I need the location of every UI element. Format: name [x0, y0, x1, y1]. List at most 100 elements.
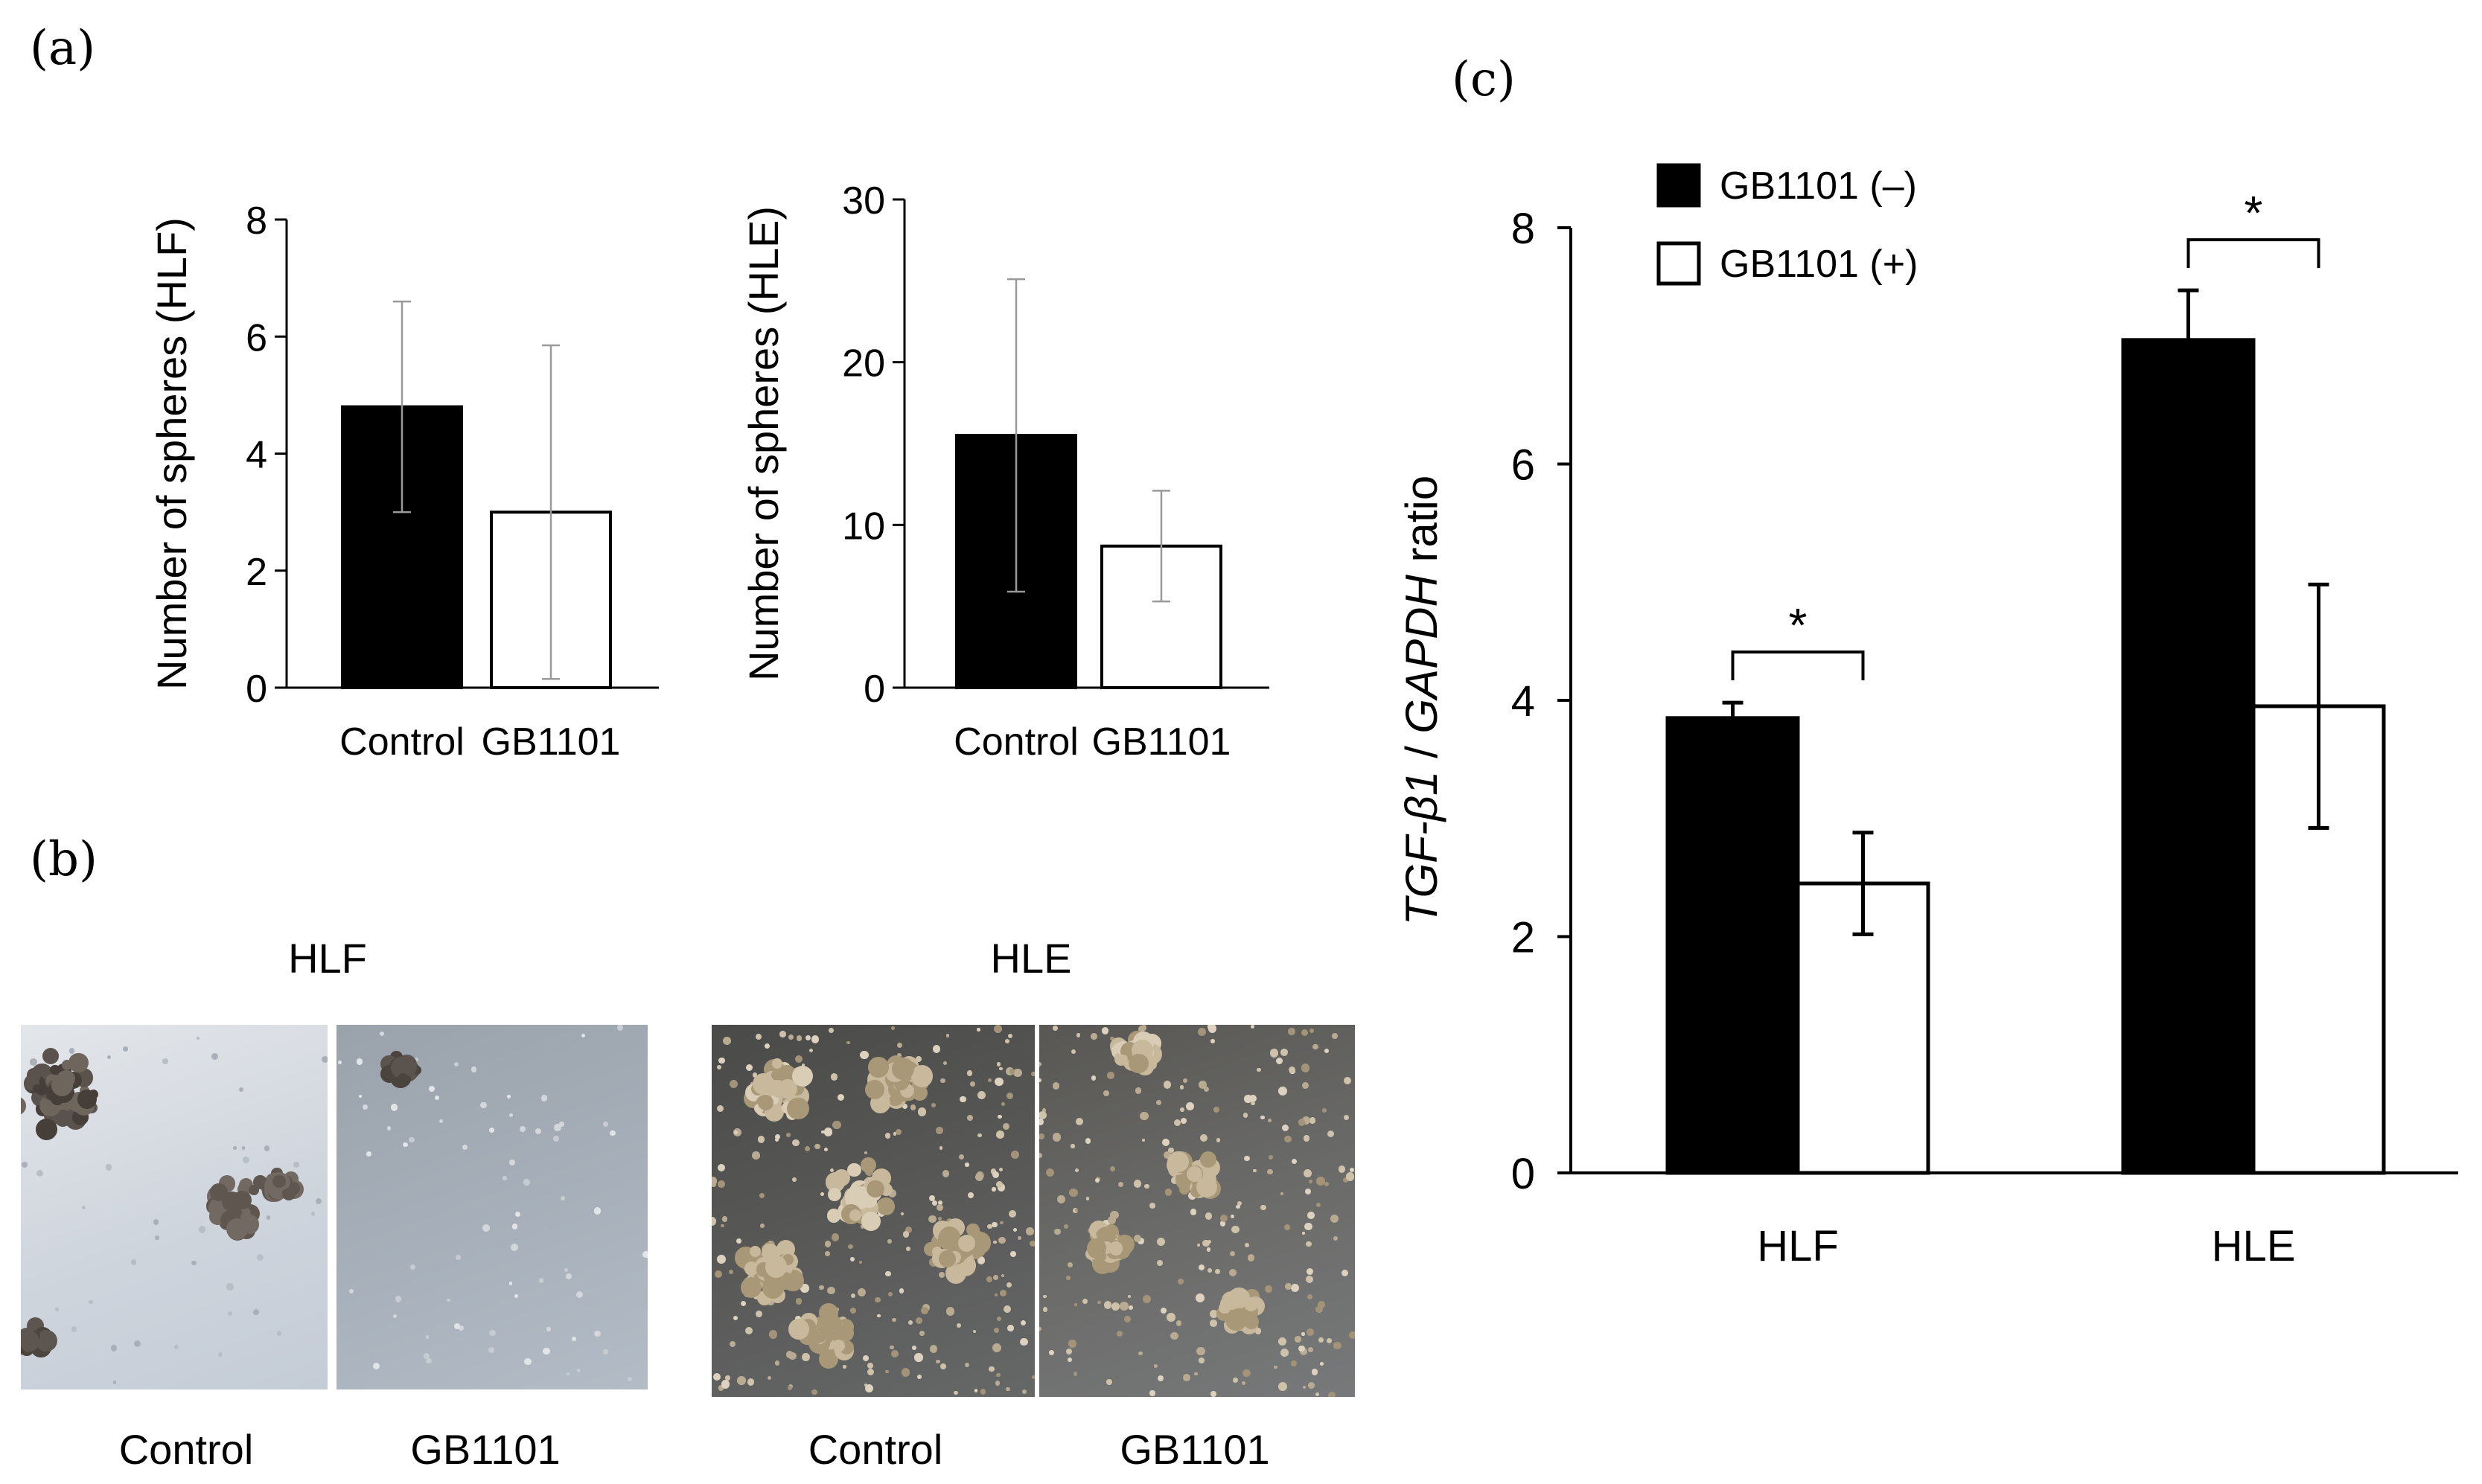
cell-speck	[1142, 1138, 1146, 1142]
cell-speck	[718, 1164, 726, 1172]
cell-speck	[938, 1250, 956, 1267]
cell-speck	[771, 1069, 783, 1081]
cell-speck	[1057, 1195, 1065, 1204]
cell-speck	[942, 1170, 950, 1177]
cell-speck	[1308, 1179, 1312, 1183]
cell-speck	[996, 1130, 1004, 1139]
cell-speck	[363, 1104, 368, 1110]
cell-speck	[1283, 1224, 1290, 1231]
cell-speck	[745, 1064, 753, 1071]
cell-speck	[967, 1115, 974, 1122]
cell-speck	[524, 1357, 532, 1365]
cell-speck	[1308, 1347, 1314, 1353]
cell-speck	[1052, 1082, 1060, 1090]
cell-speck	[861, 1157, 877, 1173]
cell-speck	[392, 1314, 397, 1319]
cell-speck	[1304, 1188, 1311, 1194]
cell-speck	[902, 1231, 910, 1238]
cell-speck	[1135, 1087, 1142, 1094]
cell-speck	[1302, 1081, 1309, 1089]
cell-speck	[1309, 1028, 1315, 1033]
cell-speck	[718, 1180, 725, 1188]
cell-speck	[1250, 1025, 1255, 1029]
cell-speck	[1053, 1026, 1058, 1031]
cell-speck	[998, 1236, 1006, 1244]
cell-speck	[910, 1065, 934, 1088]
cell-speck	[936, 1359, 940, 1364]
cell-speck	[1068, 1339, 1076, 1348]
cell-speck	[734, 1130, 738, 1134]
cell-speck	[390, 1104, 398, 1111]
cell-speck	[1006, 1325, 1014, 1331]
cell-speck	[820, 1314, 833, 1326]
cell-speck	[992, 1187, 996, 1192]
cell-speck	[1206, 1247, 1211, 1253]
cell-speck	[1225, 1308, 1248, 1331]
cell-speck	[892, 1058, 914, 1080]
cell-speck	[1324, 1048, 1330, 1054]
cell-speck	[1327, 1130, 1335, 1138]
cell-speck	[1071, 1049, 1076, 1054]
cell-speck	[1311, 1369, 1318, 1375]
cell-speck	[1011, 1151, 1020, 1160]
cell-speck	[1001, 1273, 1005, 1277]
cell-speck	[939, 1146, 943, 1150]
cell-speck	[939, 1363, 946, 1369]
cell-speck	[851, 1293, 856, 1299]
cell-speck	[827, 1286, 835, 1295]
cell-speck	[1280, 1049, 1288, 1057]
cell-speck	[1303, 1135, 1310, 1142]
cell-speck	[520, 1126, 526, 1132]
cell-speck	[1091, 1075, 1097, 1081]
cell-speck	[514, 1293, 518, 1298]
a-left-xtick-label-0: Control	[339, 720, 465, 764]
cell-speck	[1167, 1151, 1189, 1173]
cell-speck	[967, 1192, 974, 1198]
cell-speck	[788, 1386, 793, 1391]
cell-speck	[1319, 1362, 1324, 1366]
cell-speck	[747, 1378, 755, 1386]
cell-speck	[1041, 1108, 1047, 1113]
micrograph-hlf-gb1101	[336, 1025, 648, 1389]
cell-speck	[986, 1276, 993, 1282]
cell-speck	[972, 1243, 986, 1257]
micrograph-caption-hle-control: Control	[808, 1426, 943, 1473]
cell-speck	[993, 1025, 1003, 1033]
cell-speck	[1129, 1305, 1134, 1310]
cell-speck	[272, 1174, 286, 1189]
cell-speck	[155, 1235, 159, 1240]
cell-speck	[795, 1055, 803, 1064]
cell-speck	[958, 1154, 965, 1160]
cell-speck	[729, 1340, 736, 1348]
cell-speck	[1066, 1276, 1071, 1280]
cell-speck	[438, 1119, 444, 1124]
cell-speck	[867, 1180, 884, 1198]
cell-speck	[602, 1121, 608, 1127]
cell-speck	[1161, 1139, 1170, 1146]
cell-speck	[1111, 1302, 1120, 1311]
micrograph-group-hle: HLE	[990, 935, 1072, 982]
cell-speck	[112, 1381, 117, 1384]
cell-speck	[425, 1335, 429, 1339]
cell-speck	[226, 1283, 234, 1290]
cell-speck	[1276, 1057, 1283, 1064]
cell-speck	[508, 1282, 513, 1285]
cell-speck	[571, 1337, 576, 1342]
cell-speck	[996, 1373, 1001, 1378]
cell-speck	[1149, 1202, 1156, 1209]
cell-speck	[1350, 1168, 1355, 1173]
cell-speck	[426, 1357, 432, 1363]
cell-speck	[1300, 1348, 1307, 1356]
cell-speck	[814, 1143, 820, 1150]
cell-speck	[929, 1194, 936, 1201]
cell-speck	[348, 1289, 354, 1294]
micrograph-hlf-control	[21, 1025, 328, 1389]
cell-speck	[462, 1144, 468, 1150]
micrograph-hle-gb1101	[1039, 1025, 1355, 1397]
cell-speck	[957, 1323, 962, 1328]
cell-speck	[1290, 1360, 1297, 1366]
cell-speck	[1128, 1294, 1132, 1298]
cell-speck	[992, 1240, 997, 1244]
cell-speck	[1032, 1375, 1035, 1379]
cell-speck	[1298, 1345, 1305, 1352]
